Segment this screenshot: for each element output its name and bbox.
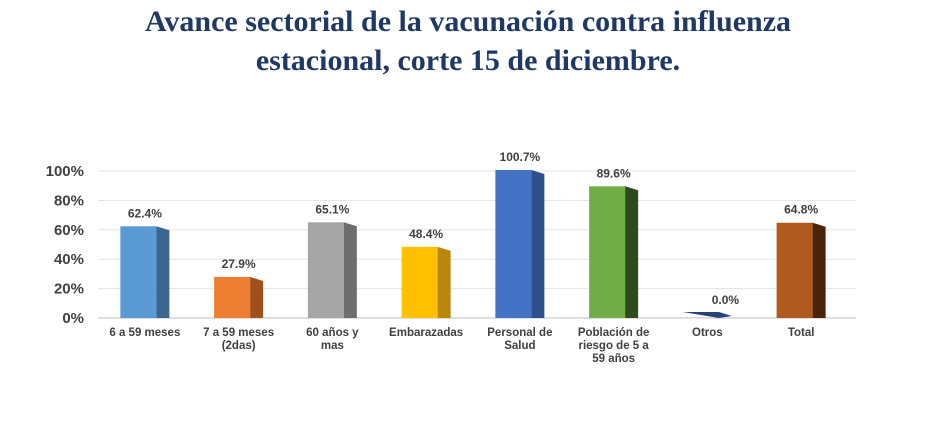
bar	[589, 186, 626, 318]
category-label-line: riesgo de 5 a	[578, 340, 649, 352]
category-label-line: mas	[321, 340, 344, 352]
bar	[214, 276, 251, 318]
category-label-line: Otros	[692, 327, 723, 339]
bar	[682, 312, 732, 318]
bar-side	[156, 226, 170, 318]
category-label: Otros	[692, 327, 723, 339]
category-label: Población de riesgo de 5 a 59 años	[578, 327, 650, 365]
y-tick-label: 100%	[46, 163, 84, 180]
category-label-line: 60 años y	[306, 327, 359, 339]
bar	[495, 169, 532, 318]
bar	[120, 226, 157, 318]
category-label: 6 a 59 meses	[109, 327, 180, 339]
category-label: Total	[788, 327, 815, 339]
category-label-line: Total	[788, 327, 815, 339]
chart-title-line-2: estacional, corte 15 de diciembre.	[255, 44, 681, 77]
category-label-line: 7 a 59 meses	[203, 327, 274, 339]
data-label: 62.4%	[128, 206, 162, 220]
bar-side	[343, 222, 357, 318]
bar	[401, 246, 438, 318]
y-tick-label: 20%	[54, 281, 84, 298]
data-label: 64.8%	[784, 203, 818, 217]
y-tick-label: 60%	[54, 222, 84, 239]
category-label: 60 años y mas	[306, 327, 359, 352]
category-label-line: (2das)	[222, 340, 256, 352]
chart-title: Avance sectorial de la vacunación contra…	[0, 2, 936, 80]
data-label: 100.7%	[500, 150, 541, 164]
data-label: 0.0%	[712, 293, 740, 307]
category-label-line: Embarazadas	[389, 327, 463, 339]
category-label-line: 59 años	[592, 353, 635, 365]
bar-side	[250, 276, 264, 318]
category-label: Personal de Salud	[487, 327, 552, 352]
category-label-line: Personal de	[487, 327, 552, 339]
bar-side	[812, 222, 826, 318]
bar-side	[437, 246, 451, 318]
data-label: 48.4%	[409, 227, 443, 241]
y-tick-label: 0%	[62, 310, 84, 327]
y-tick-label: 40%	[54, 251, 84, 268]
category-label-line: Población de	[578, 327, 650, 339]
data-label: 89.6%	[597, 166, 631, 180]
y-tick-label: 80%	[54, 192, 84, 209]
data-label: 27.9%	[222, 257, 256, 271]
data-label: 65.1%	[315, 202, 349, 216]
bar	[776, 222, 813, 318]
category-label: Embarazadas	[389, 327, 463, 339]
bar-side	[531, 169, 545, 318]
chart-title-line-1: Avance sectorial de la vacunación contra…	[144, 5, 792, 38]
bar	[307, 222, 344, 318]
category-label-line: Salud	[504, 340, 535, 352]
category-label-line: 6 a 59 meses	[109, 327, 180, 339]
bar-side	[625, 186, 639, 318]
category-label: 7 a 59 meses (2das)	[203, 327, 274, 352]
